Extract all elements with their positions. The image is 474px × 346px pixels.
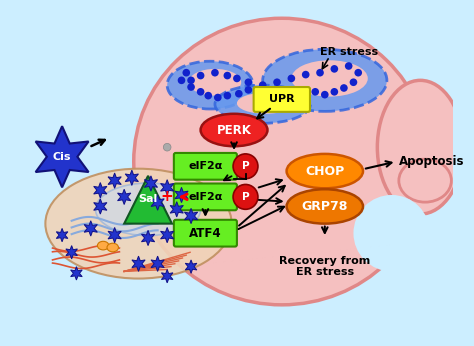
Ellipse shape <box>399 159 451 202</box>
Polygon shape <box>124 176 172 224</box>
Polygon shape <box>108 227 121 243</box>
Polygon shape <box>132 256 145 271</box>
Circle shape <box>204 92 212 99</box>
Circle shape <box>283 95 291 103</box>
Text: Cis: Cis <box>53 152 72 162</box>
Polygon shape <box>151 195 164 210</box>
Circle shape <box>235 90 243 98</box>
Polygon shape <box>161 180 174 195</box>
Polygon shape <box>161 270 173 283</box>
Text: GRP78: GRP78 <box>301 200 348 213</box>
Text: UPR: UPR <box>269 94 295 104</box>
Ellipse shape <box>287 154 363 188</box>
Circle shape <box>340 84 348 92</box>
Ellipse shape <box>189 69 241 95</box>
Circle shape <box>321 91 328 99</box>
Circle shape <box>245 86 252 94</box>
Polygon shape <box>170 202 183 217</box>
Circle shape <box>214 94 222 101</box>
Circle shape <box>316 69 324 76</box>
Circle shape <box>224 72 231 79</box>
Polygon shape <box>36 126 89 187</box>
Circle shape <box>288 75 295 82</box>
FancyBboxPatch shape <box>254 87 310 112</box>
Circle shape <box>273 98 281 105</box>
Ellipse shape <box>237 93 294 114</box>
Polygon shape <box>94 183 107 198</box>
Text: ER stress: ER stress <box>320 47 378 57</box>
Text: +: + <box>161 189 173 204</box>
Circle shape <box>330 65 338 73</box>
Circle shape <box>182 69 190 76</box>
Polygon shape <box>66 246 77 259</box>
Ellipse shape <box>134 18 430 305</box>
Polygon shape <box>175 187 188 203</box>
Polygon shape <box>108 173 121 188</box>
Circle shape <box>355 69 362 76</box>
Ellipse shape <box>287 189 363 224</box>
Circle shape <box>302 71 310 79</box>
Polygon shape <box>84 221 97 236</box>
Circle shape <box>311 88 319 95</box>
Text: Recovery from
ER stress: Recovery from ER stress <box>279 256 370 277</box>
Text: eIF2α: eIF2α <box>188 192 223 202</box>
Ellipse shape <box>377 80 463 214</box>
Polygon shape <box>118 189 131 204</box>
Text: PERK: PERK <box>217 124 252 137</box>
Ellipse shape <box>46 169 232 279</box>
Circle shape <box>345 62 353 70</box>
Circle shape <box>224 92 231 99</box>
Circle shape <box>233 154 258 179</box>
Circle shape <box>178 76 185 84</box>
Ellipse shape <box>167 61 253 109</box>
Text: P: P <box>242 161 249 171</box>
Circle shape <box>197 72 204 79</box>
Circle shape <box>197 88 204 95</box>
Circle shape <box>254 91 262 99</box>
Polygon shape <box>151 256 164 271</box>
Text: ATF4: ATF4 <box>189 227 222 240</box>
Ellipse shape <box>292 60 368 97</box>
FancyBboxPatch shape <box>174 183 237 210</box>
Polygon shape <box>125 170 138 185</box>
Ellipse shape <box>215 85 310 123</box>
FancyBboxPatch shape <box>174 220 237 247</box>
Circle shape <box>302 86 310 94</box>
Polygon shape <box>71 267 82 280</box>
Circle shape <box>292 91 300 99</box>
Ellipse shape <box>263 49 387 111</box>
Polygon shape <box>141 230 155 246</box>
Circle shape <box>164 143 171 151</box>
Polygon shape <box>184 208 198 224</box>
Text: CHOP: CHOP <box>305 165 345 177</box>
Ellipse shape <box>354 195 430 271</box>
Polygon shape <box>144 176 157 191</box>
Circle shape <box>330 88 338 95</box>
Text: Sal: Sal <box>138 194 158 204</box>
Circle shape <box>259 81 266 89</box>
Circle shape <box>245 79 252 86</box>
Circle shape <box>187 76 195 84</box>
Circle shape <box>233 75 241 82</box>
Circle shape <box>211 69 219 76</box>
Polygon shape <box>161 227 174 243</box>
Polygon shape <box>94 199 107 214</box>
FancyBboxPatch shape <box>174 153 237 180</box>
Circle shape <box>350 79 357 86</box>
Circle shape <box>273 79 281 86</box>
Ellipse shape <box>201 114 267 146</box>
Text: eIF2α: eIF2α <box>188 161 223 171</box>
Ellipse shape <box>96 183 201 236</box>
Ellipse shape <box>107 243 118 252</box>
Ellipse shape <box>98 241 109 250</box>
Circle shape <box>264 95 271 103</box>
Text: P: P <box>242 192 249 202</box>
Circle shape <box>187 83 195 91</box>
Polygon shape <box>185 260 197 273</box>
Circle shape <box>233 184 258 209</box>
Polygon shape <box>56 228 68 242</box>
Text: Apoptosis: Apoptosis <box>399 155 465 168</box>
